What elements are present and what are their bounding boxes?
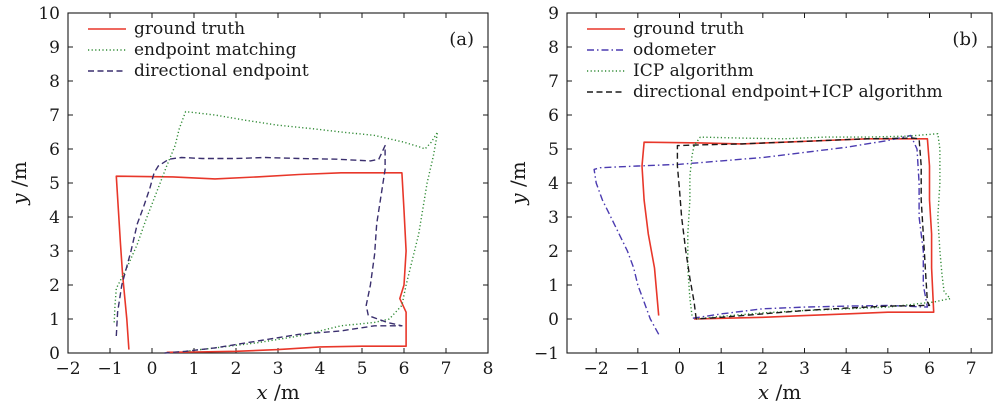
- panel-b-y-tick-label: 6: [548, 106, 559, 126]
- panel-b-legend-label: ICP algorithm: [633, 61, 754, 81]
- panel-b-series-ground-truth-line: [641, 138, 935, 320]
- panel-b-y-tick-label: 4: [548, 174, 559, 194]
- panel-b-x-axis-unit: /m: [769, 380, 801, 404]
- panel-a-tag: (a): [449, 29, 474, 50]
- panel-a-series-endpoint-matching-line: [113, 110, 439, 352]
- panel-b-x-tick-label: 2: [757, 359, 768, 379]
- panel-a-y-tick-label: 2: [49, 276, 60, 296]
- panel-a-y-tick-label: 1: [49, 310, 60, 330]
- panel-b-y-axis-label: y /m: [506, 161, 530, 205]
- panel-a-y-axis-label: y /m: [7, 161, 31, 205]
- panel-a-x-tick-label: 8: [483, 359, 494, 379]
- panel-a-x-tick-label: −2: [55, 359, 80, 379]
- panel-a-y-tick-label: 10: [38, 4, 60, 24]
- panel-b-x-tick-label: −1: [625, 359, 650, 379]
- panel-a-y-tick-label: 6: [49, 140, 60, 160]
- panel-b-legend-label: directional endpoint+ICP algorithm: [633, 82, 943, 102]
- panel-b-x-tick-label: 3: [799, 359, 810, 379]
- panel-b-series-icp-algorithm-line: [687, 132, 951, 320]
- panel-a-y-tick-label: 4: [49, 208, 60, 228]
- panel-b-x-tick-label: 0: [674, 359, 685, 379]
- panel-a-x-tick-label: 2: [231, 359, 242, 379]
- panel-b-y-axis-var: y: [506, 193, 530, 206]
- panel-b-y-tick-label: 0: [548, 310, 559, 330]
- panel-b-x-axis-var: x: [758, 380, 769, 404]
- panel-b-series-directional-endpoint-icp-algorithm-line: [676, 137, 931, 320]
- panel-b-legend-label: odometer: [633, 40, 716, 60]
- panel-b-y-tick-label: 7: [548, 72, 559, 92]
- panel-a-x-tick-label: −1: [97, 359, 122, 379]
- panel-a-y-tick-label: 9: [49, 38, 60, 58]
- panel-b-x-tick-label: 5: [882, 359, 893, 379]
- panel-b-x-tick-label: 6: [924, 359, 935, 379]
- panel-b-y-tick-label: 8: [548, 38, 559, 58]
- panel-a-y-tick-label: 5: [49, 174, 60, 194]
- panel-b-x-tick-label: −2: [584, 359, 609, 379]
- panel-b-y-tick-label: 1: [548, 276, 559, 296]
- panel-a-x-tick-label: 4: [315, 359, 326, 379]
- panel-b-legend-label: ground truth: [633, 19, 744, 39]
- panel-b-y-tick-label: 5: [548, 140, 559, 160]
- panel-a-y-tick-label: 3: [49, 242, 60, 262]
- panel-b-x-axis-label: x /m: [758, 380, 801, 404]
- panel-a-x-tick-label: 5: [357, 359, 368, 379]
- panel-a-x-axis-unit: /m: [268, 380, 300, 404]
- panel-a-y-tick-label: 8: [49, 72, 60, 92]
- panel-a-series-directional-endpoint-line: [115, 144, 403, 354]
- panel-a-y-axis-var: y: [7, 193, 31, 206]
- panel-a-legend-label: directional endpoint: [134, 61, 309, 81]
- panel-b-y-tick-label: 3: [548, 208, 559, 228]
- panel-a-x-tick-label: 6: [399, 359, 410, 379]
- panel-b-x-tick-label: 7: [966, 359, 977, 379]
- panel-b-tag: (b): [952, 29, 978, 50]
- panel-b-x-tick-label: 1: [716, 359, 727, 379]
- panel-b-y-tick-label: 2: [548, 242, 559, 262]
- panel-a-x-tick-label: 3: [273, 359, 284, 379]
- panel-b-x-tick-label: 4: [841, 359, 852, 379]
- panel-a-legend-label: endpoint matching: [134, 40, 297, 60]
- panel-a-series-ground-truth-line: [115, 172, 407, 354]
- panel-a-x-tick-label: 1: [189, 359, 200, 379]
- panel-a-x-tick-label: 7: [441, 359, 452, 379]
- panel-b-y-tick-label: −1: [534, 344, 559, 364]
- panel-a-y-tick-label: 7: [49, 106, 60, 126]
- panel-a-x-axis-label: x /m: [256, 380, 299, 404]
- panel-a-legend-label: ground truth: [134, 19, 245, 39]
- panel-a-y-tick-label: 0: [49, 344, 60, 364]
- panel-b-y-tick-label: 9: [548, 4, 559, 24]
- panel-a-y-axis-unit: /m: [7, 161, 31, 193]
- panel-b-y-axis-unit: /m: [506, 161, 530, 193]
- panel-b-series-odometer-line: [593, 134, 929, 335]
- panel-a-x-axis-var: x: [256, 380, 267, 404]
- panel-a-x-tick-label: 0: [147, 359, 158, 379]
